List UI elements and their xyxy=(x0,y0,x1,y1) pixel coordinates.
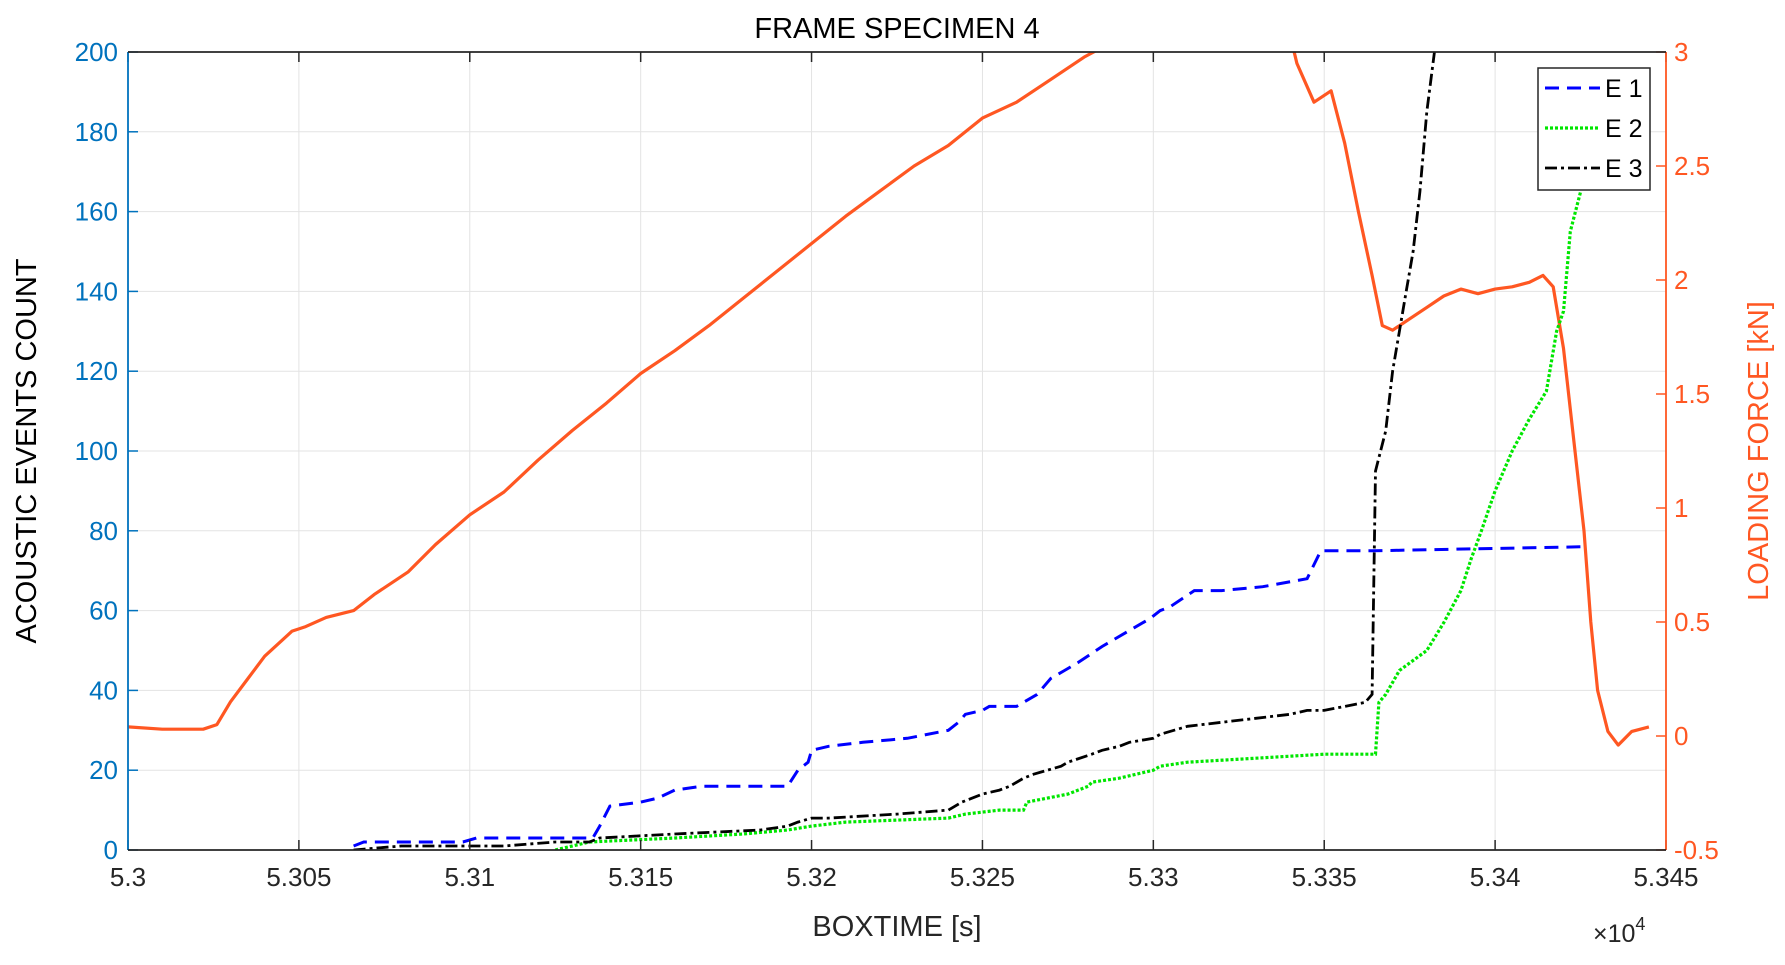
y-left-tick-label: 80 xyxy=(89,516,118,546)
y-right-tick-label: 2 xyxy=(1674,265,1688,295)
tick-labels: 5.3 5.305 5.31 5.315 5.32 5.325 5.33 5.335 5.34 5… xyxy=(75,37,1719,892)
x-tick-label: 5.33 xyxy=(1128,862,1179,892)
y-left-tick-label: 120 xyxy=(75,356,118,386)
series-line-e1 xyxy=(353,545,1581,848)
y-axis-left-title: ACOUSTIC EVENTS COUNT xyxy=(11,258,43,643)
y-left-tick-label: 160 xyxy=(75,197,118,227)
y-right-tick-label: 2.5 xyxy=(1674,151,1710,181)
y-right-tick-label: 0.5 xyxy=(1674,607,1710,637)
y-axis-right-title: LOADING FORCE [kN] xyxy=(1743,301,1775,601)
x-exponent-label: ×104 xyxy=(1593,914,1645,948)
legend-label-e1: E 1 xyxy=(1605,75,1643,103)
y-left-tick-label: 60 xyxy=(89,596,118,626)
y-left-tick-label: 100 xyxy=(75,436,118,466)
x-axis-title: BOXTIME [s] xyxy=(812,911,981,943)
y-right-tick-label: 1 xyxy=(1674,493,1688,523)
y-right-tick-label: 3 xyxy=(1674,37,1688,67)
series-line-loading-force xyxy=(128,52,1650,747)
y-right-tick-label: 1.5 xyxy=(1674,379,1710,409)
x-tick-label: 5.34 xyxy=(1470,862,1521,892)
x-tick-label: 5.3 xyxy=(110,862,146,892)
series-line-e3 xyxy=(353,52,1436,850)
y-left-tick-label: 0 xyxy=(104,835,118,865)
y-left-tick-label: 200 xyxy=(75,37,118,67)
x-tick-label: 5.315 xyxy=(608,862,673,892)
legend-label-e2: E 2 xyxy=(1605,115,1643,143)
y-left-tick-label: 140 xyxy=(75,276,118,306)
y-right-tick-label: 0 xyxy=(1674,721,1688,751)
legend-label-e3: E 3 xyxy=(1605,155,1643,183)
y-right-tick-label: -0.5 xyxy=(1674,835,1719,865)
y-left-tick-label: 180 xyxy=(75,117,118,147)
chart-title: FRAME SPECIMEN 4 xyxy=(754,13,1039,45)
x-tick-label: 5.345 xyxy=(1633,862,1698,892)
y-left-tick-label: 40 xyxy=(89,675,118,705)
x-tick-label: 5.31 xyxy=(444,862,495,892)
series-line-e2 xyxy=(554,191,1583,850)
legend: E 1 E 2 E 3 xyxy=(1537,67,1651,191)
y-left-tick-label: 20 xyxy=(89,755,118,785)
axes xyxy=(127,51,1667,851)
x-tick-label: 5.305 xyxy=(266,862,331,892)
x-tick-label: 5.325 xyxy=(950,862,1015,892)
x-tick-label: 5.335 xyxy=(1292,862,1357,892)
x-exponent-power: 4 xyxy=(1635,914,1645,934)
x-tick-label: 5.32 xyxy=(786,862,837,892)
